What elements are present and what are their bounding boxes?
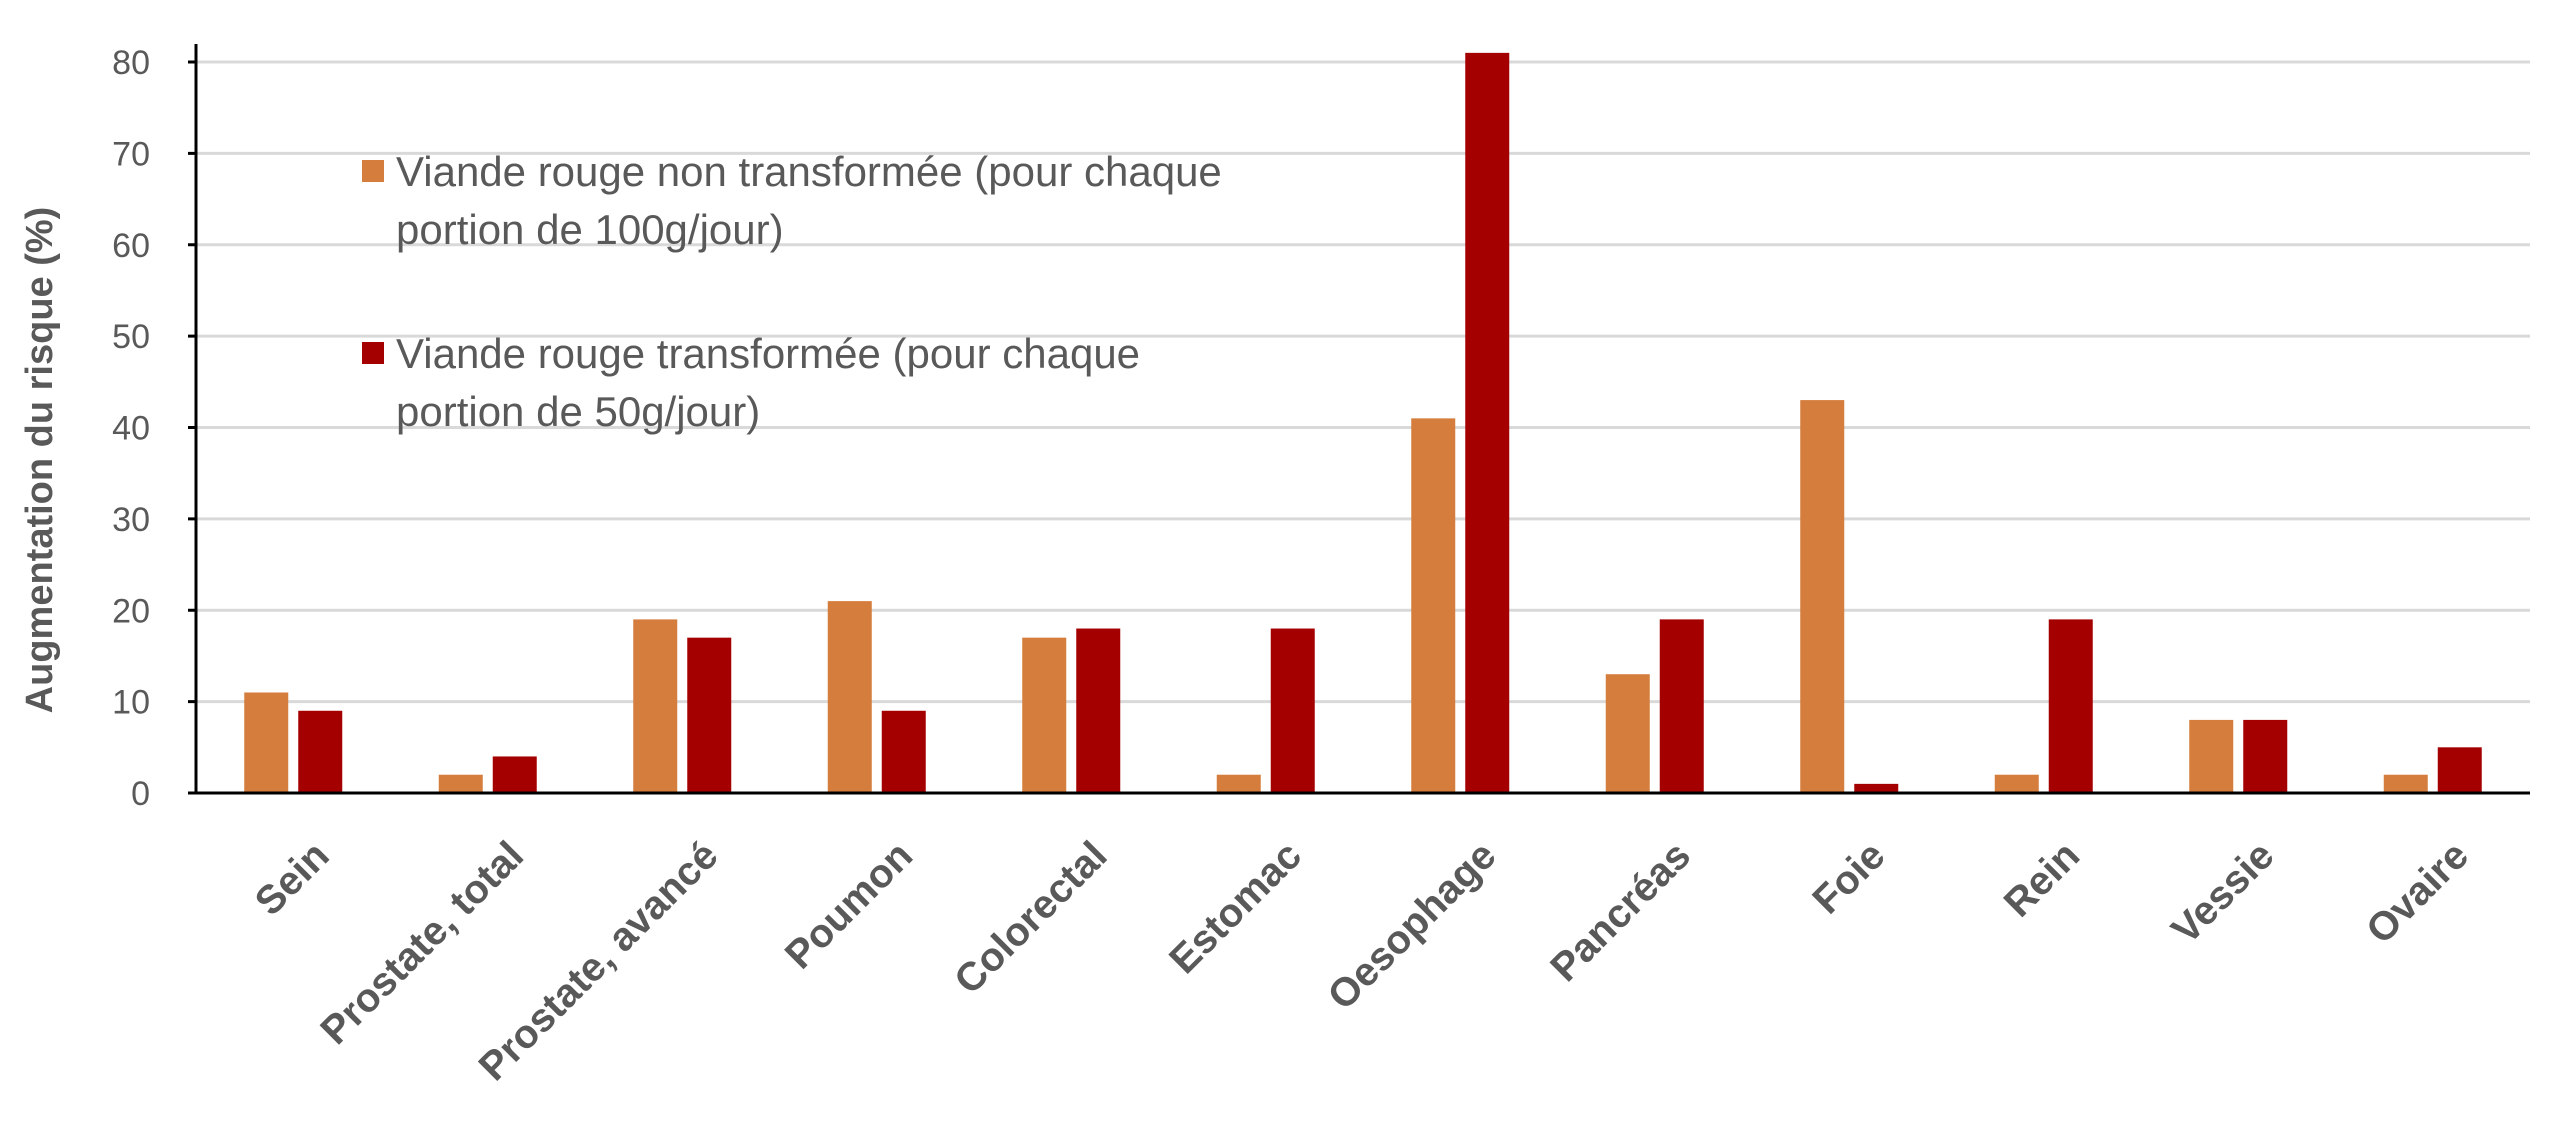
bar-processed [492, 756, 537, 793]
x-tick-label: Pancréas [1542, 833, 1699, 990]
x-tick-label: Poumon [777, 833, 921, 977]
bar-processed [881, 710, 926, 793]
gridlines [196, 60, 2530, 704]
y-tick-label: 20 [112, 592, 150, 630]
y-tick-label: 30 [112, 501, 150, 539]
bars [244, 52, 2482, 794]
x-tick-label: Oesophage [1319, 833, 1504, 1018]
bar-unprocessed [244, 692, 289, 793]
legend-label: portion de 50g/jour) [396, 388, 760, 435]
x-tick-label: Prostate, total [312, 833, 532, 1053]
bar-unprocessed [1216, 774, 1261, 793]
legend-label: portion de 100g/jour) [396, 206, 784, 253]
y-tick-label: 40 [112, 410, 150, 448]
x-tick-label: Sein [247, 833, 338, 924]
legend-label: Viande rouge transformée (pour chaque [396, 330, 1140, 377]
x-tick-label: Ovaire [2358, 833, 2477, 952]
bar-processed [298, 710, 343, 793]
legend-swatch [362, 342, 384, 364]
y-tick-label: 0 [131, 775, 150, 813]
legend: Viande rouge non transformée (pour chaqu… [362, 148, 1222, 435]
y-axis-label: Augmentation du risque (%) [19, 207, 61, 714]
bar-unprocessed [2383, 774, 2428, 793]
y-tick-label: 80 [112, 44, 150, 82]
bar-processed [2437, 747, 2482, 793]
x-tick-label: Colorectal [946, 833, 1115, 1002]
x-tick-label: Rein [1996, 833, 2088, 925]
y-tick-label: 50 [112, 318, 150, 356]
y-tick-label: 10 [112, 684, 150, 722]
bar-unprocessed [2189, 719, 2234, 793]
bar-processed [2048, 619, 2093, 793]
y-tick-labels: 0 10 20 30 40 50 60 70 80 [112, 44, 150, 813]
bar-processed [2243, 719, 2288, 793]
bar-unprocessed [1022, 637, 1067, 793]
bar-processed [687, 637, 732, 793]
x-tick-label: Foie [1804, 833, 1893, 922]
x-tick-label: Estomac [1161, 833, 1310, 982]
bar-processed [1854, 783, 1899, 793]
bar-processed [1270, 628, 1315, 793]
y-tick-label: 70 [112, 135, 150, 173]
bar-processed [1465, 52, 1510, 794]
y-tick-label: 60 [112, 227, 150, 265]
x-tick-label: Vessie [2163, 833, 2282, 952]
legend-label: Viande rouge non transformée (pour chaqu… [396, 148, 1222, 195]
bar-unprocessed [827, 601, 872, 793]
bar-unprocessed [633, 619, 678, 793]
bar-unprocessed [1605, 674, 1650, 793]
axes [188, 44, 2530, 795]
bar-processed [1659, 619, 1704, 793]
bar-unprocessed [1800, 400, 1845, 793]
bar-unprocessed [1994, 774, 2039, 793]
legend-swatch [362, 160, 384, 182]
bar-processed [1076, 628, 1121, 793]
bar-unprocessed [1411, 418, 1456, 793]
bar-unprocessed [438, 774, 483, 793]
